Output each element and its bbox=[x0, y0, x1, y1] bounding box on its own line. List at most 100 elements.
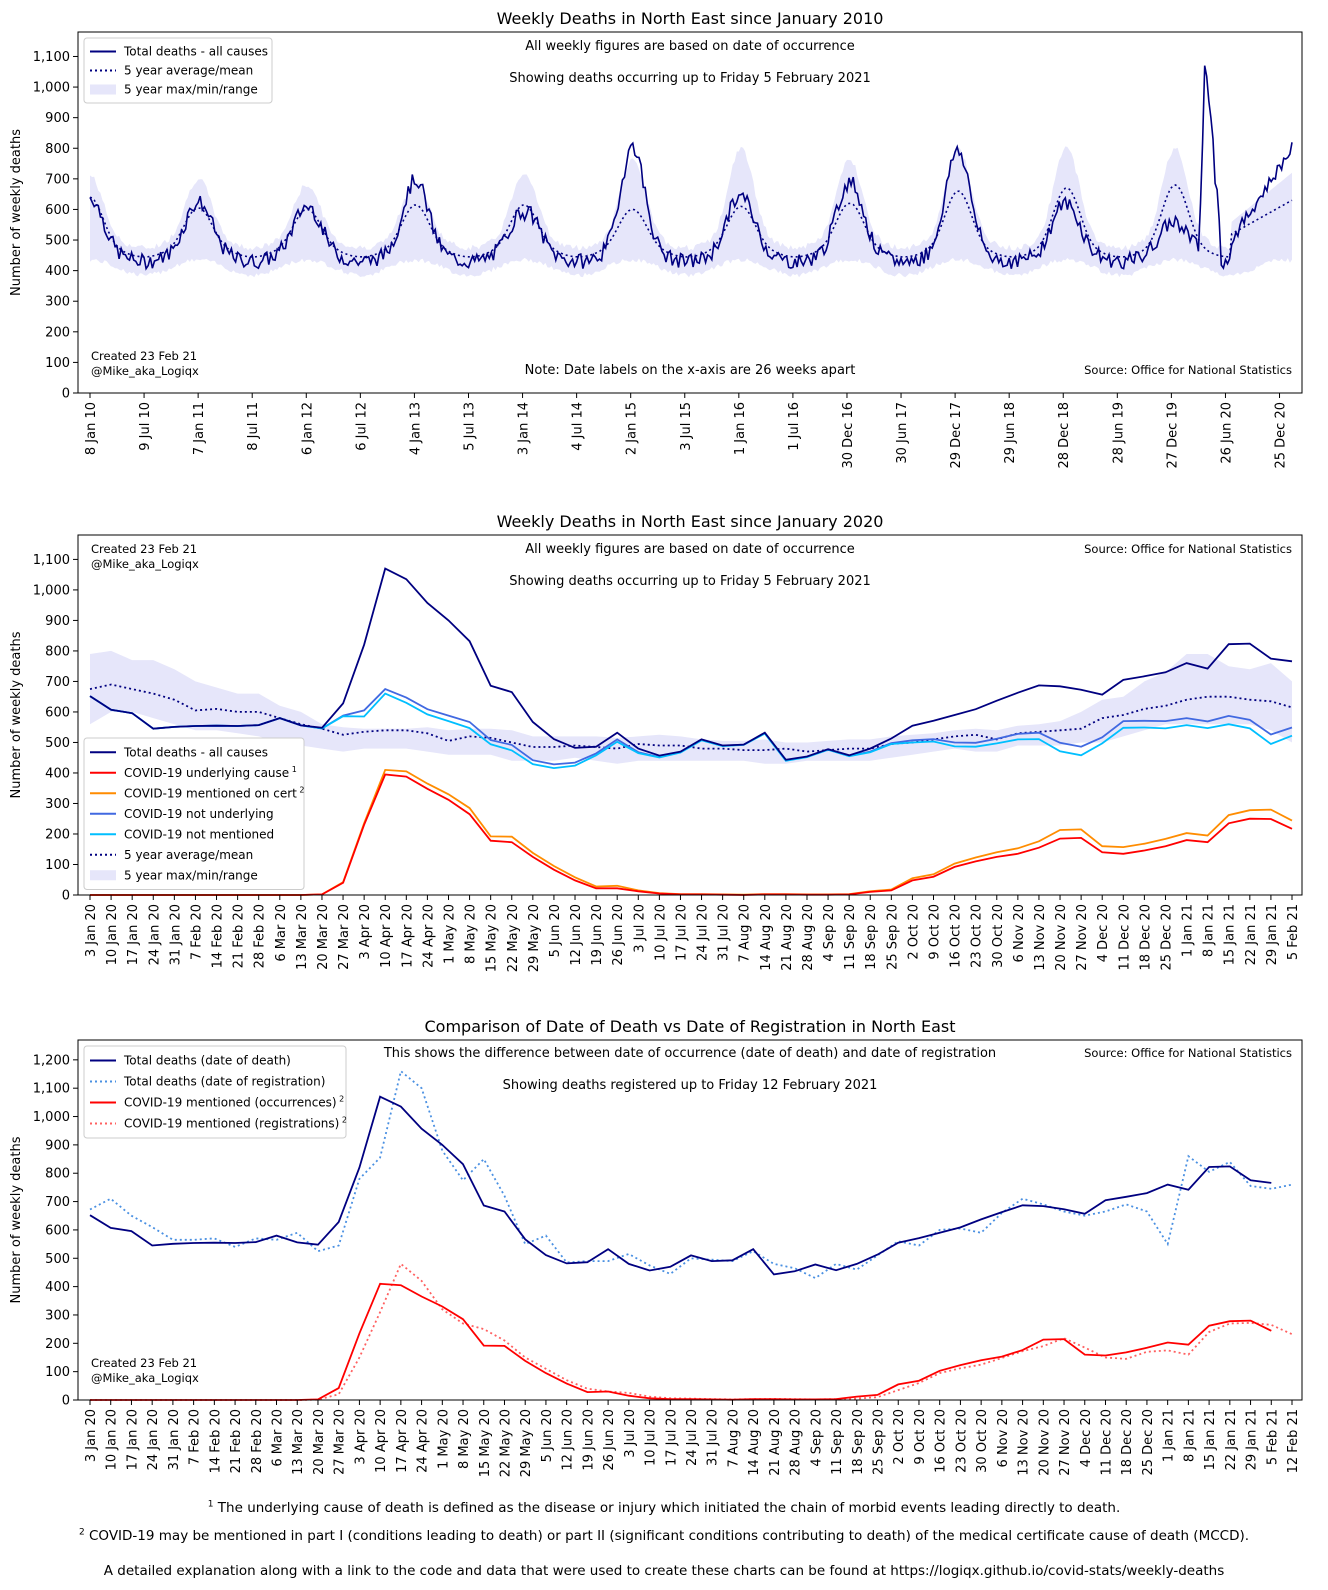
x-tick-label: 7 Aug 20 bbox=[726, 1409, 741, 1467]
x-tick-label: 30 Dec 16 bbox=[841, 402, 856, 469]
x-tick-label: 10 Jul 20 bbox=[644, 1409, 659, 1466]
series-5-year-range-band bbox=[90, 650, 1292, 764]
y-tick-label: 200 bbox=[45, 1337, 70, 1352]
legend-box bbox=[83, 1045, 347, 1139]
x-tick-label: 21 Aug 20 bbox=[780, 904, 795, 971]
date-labels-note: Note: Date labels on the x-axis are 26 w… bbox=[525, 363, 856, 378]
x-tick-label: 29 May 20 bbox=[519, 1409, 534, 1477]
legend-label: Total deaths - all causes bbox=[123, 45, 268, 59]
x-tick-label: 8 Jan 10 bbox=[84, 402, 99, 455]
x-tick-label: 28 Feb 20 bbox=[253, 904, 268, 968]
x-tick-label: 19 Jun 20 bbox=[590, 904, 605, 966]
x-tick-label: 31 Jul 20 bbox=[706, 1409, 721, 1466]
x-tick-label: 30 Oct 20 bbox=[991, 904, 1006, 968]
showing-note: Showing deaths registered up to Friday 1… bbox=[503, 1078, 878, 1093]
series-line-0 bbox=[89, 1095, 1272, 1276]
x-tick-label: 31 Jan 20 bbox=[167, 1409, 182, 1470]
y-tick-label: 700 bbox=[45, 675, 70, 690]
x-tick-label: 28 Aug 20 bbox=[789, 1409, 804, 1476]
x-tick-label: 1 Jan 21 bbox=[1181, 904, 1196, 957]
legend-label: COVID-19 not mentioned bbox=[124, 827, 274, 841]
y-tick-label: 800 bbox=[45, 142, 70, 157]
series-total-deaths-line bbox=[89, 65, 1293, 271]
x-tick-label: 5 Jun 20 bbox=[540, 1409, 555, 1462]
x-tick-label: 17 Apr 20 bbox=[400, 904, 415, 968]
legend-label: COVID-19 mentioned (registrations) 2 bbox=[124, 1116, 347, 1131]
y-tick-label: 800 bbox=[45, 1167, 70, 1182]
y-tick-label: 300 bbox=[45, 1308, 70, 1323]
x-tick-label: 27 Mar 20 bbox=[337, 904, 352, 970]
x-tick-label: 30 Jun 17 bbox=[895, 402, 910, 464]
occurrence-note: All weekly figures are based on date of … bbox=[525, 39, 855, 54]
x-tick-label: 27 Nov 20 bbox=[1075, 904, 1090, 971]
x-tick-label: 9 Oct 20 bbox=[928, 904, 943, 960]
footnote-1-marker: 1 bbox=[207, 1499, 214, 1510]
x-tick-label: 17 Jan 20 bbox=[125, 1409, 140, 1470]
x-tick-label: 18 Dec 20 bbox=[1138, 904, 1153, 971]
plot-border bbox=[77, 534, 1303, 896]
y-tick-label: 100 bbox=[45, 1365, 70, 1380]
legend-label: 5 year max/min/range bbox=[124, 868, 258, 882]
x-tick-label: 28 Feb 20 bbox=[250, 1409, 265, 1473]
x-tick-label: 29 May 20 bbox=[527, 904, 542, 972]
x-tick-label: 5 Jun 20 bbox=[548, 904, 563, 957]
x-tick-label: 28 Aug 20 bbox=[801, 904, 816, 971]
x-tick-label: 27 Mar 20 bbox=[333, 1409, 348, 1475]
x-tick-label: 3 Jan 20 bbox=[84, 1409, 99, 1462]
x-tick-label: 14 Feb 20 bbox=[208, 1409, 223, 1473]
x-tick-label: 14 Feb 20 bbox=[211, 904, 226, 968]
x-tick-label: 24 Jan 20 bbox=[146, 1409, 161, 1470]
x-tick-label: 4 Jul 14 bbox=[571, 402, 586, 451]
x-tick-label: 28 Jun 19 bbox=[1111, 402, 1126, 464]
legend-label: Total deaths (date of death) bbox=[123, 1054, 291, 1068]
legend-label: 5 year max/min/range bbox=[124, 83, 258, 97]
x-tick-label: 7 Feb 20 bbox=[189, 904, 204, 960]
y-tick-label: 300 bbox=[45, 295, 70, 310]
x-tick-label: 10 Jan 20 bbox=[105, 904, 120, 965]
author-handle: @Mike_aka_Logiqx bbox=[91, 557, 199, 571]
created-note: Created 23 Feb 21 bbox=[91, 542, 197, 556]
x-tick-label: 1 Jan 21 bbox=[1162, 1409, 1177, 1462]
showing-note: Showing deaths occurring up to Friday 5 … bbox=[509, 71, 871, 86]
x-tick-label: 22 Jan 21 bbox=[1244, 904, 1259, 965]
plot-border bbox=[77, 1039, 1303, 1401]
x-tick-label: 21 Aug 20 bbox=[768, 1409, 783, 1476]
x-tick-label: 30 Oct 20 bbox=[975, 1409, 990, 1473]
legend-label: 5 year average/mean bbox=[124, 848, 253, 862]
x-tick-label: 12 Jun 20 bbox=[569, 904, 584, 966]
legend-label: Total deaths - all causes bbox=[123, 745, 268, 759]
x-tick-label: 8 Jan 21 bbox=[1202, 904, 1217, 957]
x-tick-label: 3 Apr 20 bbox=[358, 904, 373, 960]
legend-label: COVID-19 not underlying bbox=[124, 807, 274, 821]
x-tick-label: 3 Jan 20 bbox=[84, 904, 99, 957]
x-tick-label: 7 Jan 11 bbox=[192, 402, 207, 455]
series-line-2 bbox=[90, 1282, 1272, 1401]
x-tick-label: 28 Dec 18 bbox=[1057, 402, 1072, 469]
source-note: Source: Office for National Statistics bbox=[1084, 363, 1292, 377]
x-tick-label: 22 May 20 bbox=[498, 1409, 513, 1477]
x-tick-label: 20 Nov 20 bbox=[1037, 1409, 1052, 1476]
legend-swatch bbox=[90, 84, 116, 95]
chart-death-vs-registration: Comparison of Date of Death vs Date of R… bbox=[9, 1017, 1303, 1477]
x-tick-label: 14 Aug 20 bbox=[759, 904, 774, 971]
x-tick-label: 24 Apr 20 bbox=[421, 904, 436, 968]
y-tick-label: 900 bbox=[45, 1138, 70, 1153]
x-tick-label: 3 Jul 15 bbox=[679, 402, 694, 451]
y-tick-label: 300 bbox=[45, 797, 70, 812]
x-tick-label: 29 Dec 17 bbox=[949, 402, 964, 469]
y-tick-label: 0 bbox=[62, 889, 70, 904]
legend-label: Total deaths (date of registration) bbox=[123, 1075, 325, 1089]
x-tick-label: 10 Apr 20 bbox=[379, 904, 394, 968]
x-tick-label: 24 Apr 20 bbox=[416, 1409, 431, 1473]
x-tick-label: 1 May 20 bbox=[442, 904, 457, 964]
x-tick-label: 7 Feb 20 bbox=[188, 1409, 203, 1465]
x-tick-label: 22 Jan 21 bbox=[1224, 1409, 1239, 1470]
y-tick-label: 1,000 bbox=[33, 1110, 70, 1125]
x-tick-label: 23 Oct 20 bbox=[970, 904, 985, 968]
x-tick-label: 14 Aug 20 bbox=[747, 1409, 762, 1476]
x-tick-label: 13 Nov 20 bbox=[1033, 904, 1048, 971]
series-line-0 bbox=[89, 567, 1293, 761]
y-tick-label: 600 bbox=[45, 1223, 70, 1238]
x-tick-label: 25 Dec 20 bbox=[1274, 402, 1289, 469]
x-tick-label: 25 Sep 20 bbox=[872, 1409, 887, 1475]
